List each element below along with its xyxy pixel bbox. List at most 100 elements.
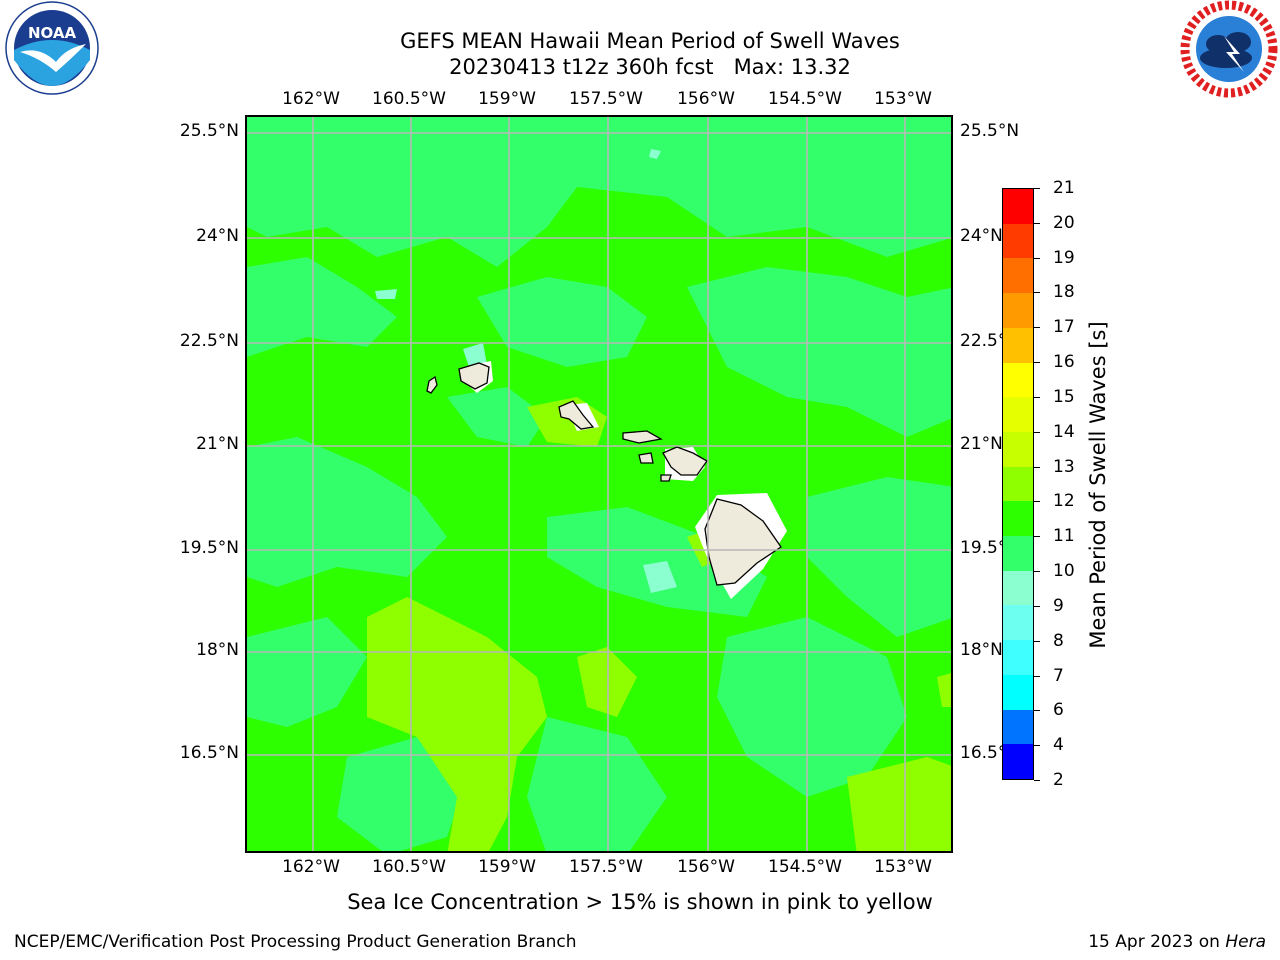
colorbar-tick-mark [1034, 257, 1040, 259]
lon-tick-bottom: 154.5°W [768, 857, 842, 877]
lon-tick-top: 157.5°W [569, 89, 643, 109]
colorbar-tick-mark [1034, 431, 1040, 433]
colorbar-tick-label: 8 [1053, 630, 1064, 651]
colorbar-tick-label: 11 [1053, 526, 1075, 547]
colorbar-segment [1003, 501, 1033, 537]
footer-date: 15 Apr 2023 on Hera [1088, 932, 1266, 952]
colorbar-tick-mark [1034, 536, 1040, 538]
colorbar-tick-label: 12 [1053, 491, 1075, 512]
lat-tick-left: 25.5°N [179, 121, 239, 141]
colorbar-segment [1003, 397, 1033, 432]
colorbar-tick-mark [1034, 466, 1040, 468]
colorbar-tick-mark [1034, 396, 1040, 398]
map-panel [245, 115, 953, 853]
colorbar-tick-label: 19 [1053, 247, 1075, 268]
island-hawaii [704, 498, 782, 586]
lon-tick-bottom: 160.5°W [372, 857, 446, 877]
swell-period-map [247, 117, 951, 851]
island-kahoolawe [660, 474, 672, 482]
colorbar-tick-mark [1034, 571, 1040, 573]
island-kauai [458, 362, 490, 390]
colorbar-tick-label: 17 [1053, 317, 1075, 338]
colorbar-tick-mark [1034, 640, 1040, 642]
island-oahu [558, 400, 595, 430]
colorbar-segment [1003, 223, 1033, 259]
colorbar-tick-label: 6 [1053, 700, 1064, 721]
nws-logo [1180, 0, 1278, 98]
lat-tick-right: 25.5°N [960, 121, 1020, 141]
colorbar-segment [1003, 327, 1033, 363]
lon-tick-bottom: 157.5°W [569, 857, 643, 877]
colorbar-tick-label: 10 [1053, 561, 1075, 582]
colorbar-tick-mark [1034, 605, 1040, 607]
lat-tick-left: 18°N [196, 640, 239, 660]
colorbar-tick-label: 9 [1053, 595, 1064, 616]
svg-text:NOAA: NOAA [28, 24, 77, 42]
hawaiian-islands [426, 362, 782, 586]
lon-tick-top: 154.5°W [768, 89, 842, 109]
colorbar-segment [1003, 640, 1033, 675]
lat-tick-left: 24°N [196, 226, 239, 246]
colorbar-tick-label: 4 [1053, 735, 1064, 756]
colorbar-tick-label: 13 [1053, 456, 1075, 477]
lon-tick-top: 159°W [478, 89, 536, 109]
colorbar-tick-mark [1034, 675, 1040, 677]
colorbar-tick-mark [1034, 362, 1040, 364]
footer-machine: Hera [1225, 932, 1266, 952]
lon-tick-bottom: 153°W [874, 857, 932, 877]
colorbar-tick-mark [1034, 222, 1040, 224]
colorbar-segment [1003, 674, 1033, 710]
chart-subtitle: 20230413 t12z 360h fcst Max: 13.32 [449, 55, 851, 79]
island-niihau [426, 375, 438, 394]
colorbar-tick-mark [1034, 292, 1040, 294]
lon-tick-bottom: 162°W [282, 857, 340, 877]
colorbar-segment [1003, 466, 1033, 502]
lon-tick-top: 160.5°W [372, 89, 446, 109]
colorbar-tick-label: 15 [1053, 386, 1075, 407]
colorbar-tick-mark [1034, 501, 1040, 503]
colorbar-tick-mark [1034, 710, 1040, 712]
lat-tick-left: 21°N [196, 434, 239, 454]
colorbar-segment [1003, 258, 1033, 294]
colorbar-tick-mark [1034, 188, 1040, 189]
colorbar-title: Mean Period of Swell Waves [s] [1086, 321, 1110, 649]
period-12-13-regions [367, 397, 951, 851]
lat-tick-left: 22.5°N [179, 331, 239, 351]
colorbar-tick-label: 21 [1053, 178, 1075, 198]
lat-tick-left: 16.5°N [179, 743, 239, 763]
island-molokai [622, 430, 663, 444]
footer-date-text: 15 Apr 2023 on [1088, 932, 1226, 952]
lat-tick-right: 24°N [960, 226, 1003, 246]
lon-tick-top: 153°W [874, 89, 932, 109]
lat-tick-left: 19.5°N [179, 538, 239, 558]
footer-credit: NCEP/EMC/Verification Post Processing Pr… [14, 932, 577, 952]
colorbar-tick-label: 14 [1053, 421, 1075, 442]
colorbar-tick-mark [1034, 745, 1040, 747]
chart-title: GEFS MEAN Hawaii Mean Period of Swell Wa… [400, 29, 900, 53]
colorbar-tick-label: 18 [1053, 282, 1075, 303]
colorbar-segment [1003, 570, 1033, 606]
colorbar-segment [1003, 189, 1033, 224]
island-maui [662, 446, 708, 476]
colorbar-tick-label: 20 [1053, 212, 1075, 233]
colorbar-segment [1003, 431, 1033, 467]
lon-tick-top: 162°W [282, 89, 340, 109]
graticule [247, 117, 951, 851]
lon-tick-bottom: 156°W [677, 857, 735, 877]
island-lanai [638, 452, 654, 464]
lon-tick-top: 156°W [677, 89, 735, 109]
colorbar-tick-label: 7 [1053, 665, 1064, 686]
colorbar-segment [1003, 536, 1033, 571]
colorbar-tick-label: 2 [1053, 770, 1064, 790]
colorbar-segment [1003, 605, 1033, 641]
noaa-logo: NOAA [5, 1, 99, 95]
colorbar-tick-mark [1034, 327, 1040, 329]
colorbar-segment [1003, 293, 1033, 328]
period-9-10-regions [375, 149, 677, 593]
lon-tick-bottom: 159°W [478, 857, 536, 877]
colorbar-segment [1003, 362, 1033, 398]
colorbar [1002, 188, 1034, 780]
sea-ice-note: Sea Ice Concentration > 15% is shown in … [347, 890, 933, 914]
colorbar-segment [1003, 744, 1033, 779]
lat-tick-right: 18°N [960, 640, 1003, 660]
